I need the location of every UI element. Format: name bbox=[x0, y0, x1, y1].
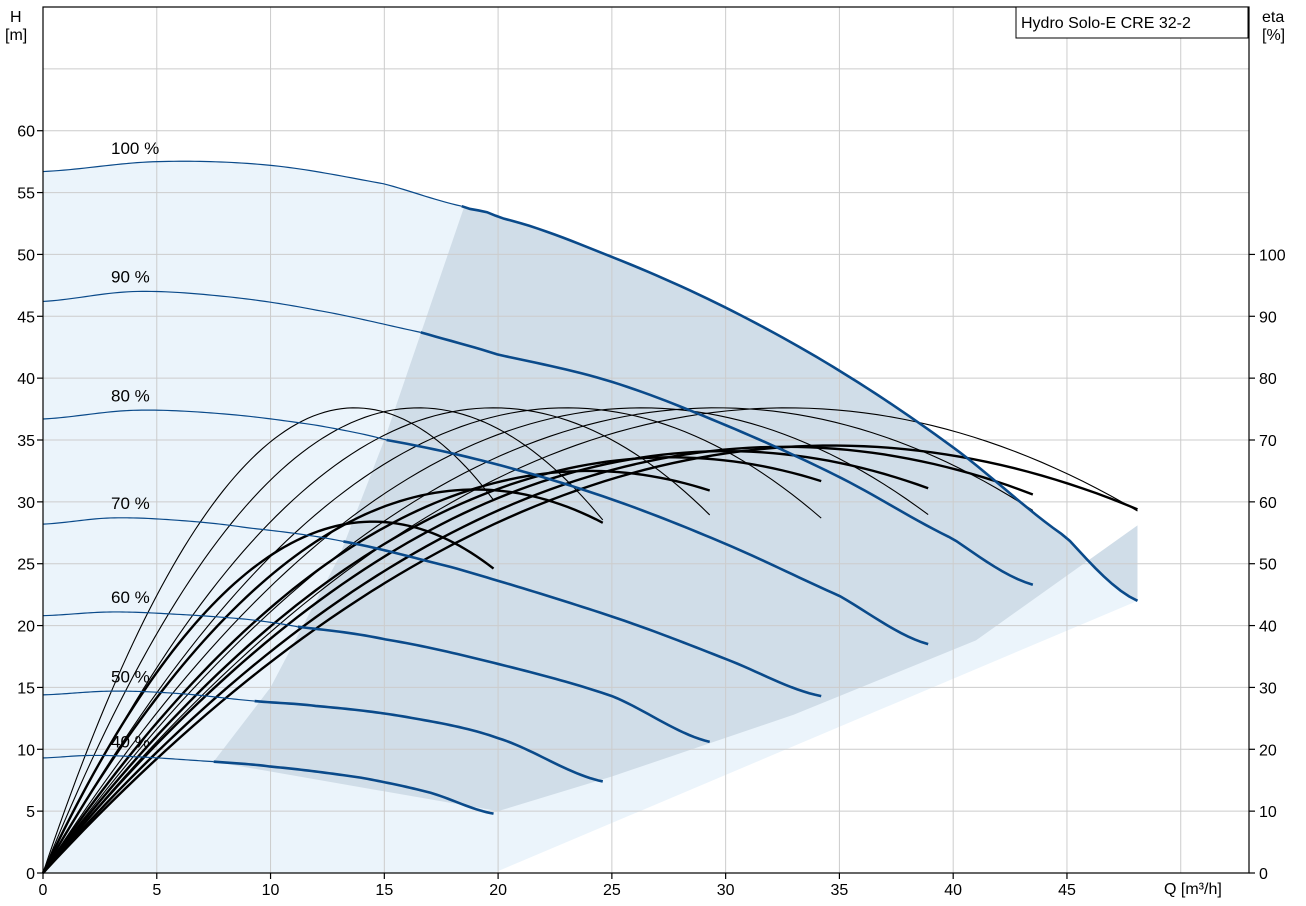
y-tick-label-left: 30 bbox=[17, 495, 35, 512]
y-tick-label-left: 10 bbox=[17, 742, 35, 759]
head-curve-60-thin bbox=[42, 611, 298, 628]
x-tick-label: 0 bbox=[39, 882, 48, 899]
y-tick-label-left: 5 bbox=[26, 804, 35, 821]
y-tick-label-right: 0 bbox=[1259, 866, 1268, 883]
head-curve-90-operating bbox=[420, 331, 1034, 586]
head-curve-50-thin bbox=[42, 690, 255, 702]
y-tick-label-left: 45 bbox=[17, 309, 35, 326]
x-tick-label: 45 bbox=[1058, 882, 1076, 899]
efficiency-curve-operating bbox=[41, 520, 495, 874]
efficiency-curve-operating bbox=[42, 449, 929, 874]
y-tick-label-left: 20 bbox=[17, 619, 35, 636]
efficiency-curve-operating bbox=[42, 445, 1034, 874]
y-tick-label-right: 20 bbox=[1259, 742, 1277, 759]
y-tick-label-left: 35 bbox=[17, 433, 35, 450]
head-curve-60-operating bbox=[297, 625, 711, 744]
y-tick-label-left: 55 bbox=[17, 186, 35, 203]
efficiency-curve bbox=[42, 407, 1034, 874]
speed-label: 100 % bbox=[111, 139, 159, 158]
y-axis-left-unit: [m] bbox=[5, 27, 27, 44]
y-tick-label-right: 60 bbox=[1259, 495, 1277, 512]
y-tick-label-left: 60 bbox=[17, 124, 35, 141]
y-axis-right-symbol: eta bbox=[1262, 9, 1284, 26]
y-axis-left-title: H [m] bbox=[5, 9, 27, 44]
axes: 0 5 10 15 20 25 30 35 40 45 0 5 10 15 20 25 30 35 40 45 50 55… bbox=[17, 6, 1286, 899]
speed-label: 80 % bbox=[111, 386, 150, 405]
y-tick-label-right: 10 bbox=[1259, 804, 1277, 821]
y-tick-label-right: 50 bbox=[1259, 557, 1277, 574]
efficiency-curve bbox=[42, 407, 711, 874]
y-axis-left-symbol: H bbox=[10, 9, 22, 26]
x-tick-label: 35 bbox=[831, 882, 849, 899]
y-tick-label-right: 70 bbox=[1259, 433, 1277, 450]
head-curves: 100 % 90 % 80 % 70 % 60 % 50 % 40 % bbox=[42, 139, 1139, 815]
y-tick-label-left: 0 bbox=[26, 866, 35, 883]
x-axis-title: Q [m³/h] bbox=[1164, 881, 1222, 898]
x-tick-label: 25 bbox=[603, 882, 621, 899]
chart-title: Hydro Solo-E CRE 32-2 bbox=[1021, 15, 1191, 32]
efficiency-curve bbox=[42, 407, 494, 874]
chart-title-box: Hydro Solo-E CRE 32-2 bbox=[1015, 6, 1249, 39]
head-curve-80-thin bbox=[42, 409, 387, 441]
efficiency-curve-operating bbox=[42, 469, 711, 874]
y-tick-label-right: 80 bbox=[1259, 371, 1277, 388]
head-curve-70-thin bbox=[42, 517, 344, 543]
head-curve-100-operating bbox=[461, 204, 1139, 602]
y-tick-label-left: 25 bbox=[17, 557, 35, 574]
head-curve-90-thin bbox=[42, 290, 421, 333]
y-axis-right-unit: [%] bbox=[1262, 27, 1285, 44]
x-tick-label: 5 bbox=[152, 882, 161, 899]
title-box-frame bbox=[1015, 6, 1249, 39]
head-curve-40-operating bbox=[213, 760, 494, 815]
y-tick-label-right: 40 bbox=[1259, 619, 1277, 636]
y-tick-label-left: 15 bbox=[17, 680, 35, 697]
efficiency-curve bbox=[42, 407, 604, 874]
x-tick-label: 15 bbox=[375, 882, 393, 899]
speed-label: 50 % bbox=[111, 667, 150, 686]
speed-label: 90 % bbox=[111, 268, 150, 287]
efficiency-curve bbox=[42, 407, 929, 874]
x-tick-label: 10 bbox=[262, 882, 280, 899]
x-tick-label: 40 bbox=[944, 882, 962, 899]
speed-label: 70 % bbox=[111, 494, 150, 513]
x-tick-label: 30 bbox=[717, 882, 735, 899]
y-axis-right-title: eta [%] bbox=[1262, 9, 1285, 44]
head-curve-100-thin bbox=[42, 160, 462, 207]
y-tick-label-left: 40 bbox=[17, 371, 35, 388]
efficiency-curve-operating bbox=[42, 456, 822, 874]
head-curve-50-operating bbox=[254, 699, 604, 783]
efficiency-curve bbox=[42, 407, 1138, 874]
efficiency-curve bbox=[42, 407, 822, 874]
speed-label: 40 % bbox=[111, 733, 150, 752]
y-tick-label-right: 30 bbox=[1259, 680, 1277, 697]
x-tick-label: 20 bbox=[489, 882, 507, 899]
speed-label: 60 % bbox=[111, 588, 150, 607]
head-curve-70-operating bbox=[343, 540, 822, 698]
head-curve-40-thin bbox=[42, 754, 214, 763]
operating-area bbox=[213, 206, 1138, 812]
y-tick-label-left: 50 bbox=[17, 247, 35, 264]
y-tick-label-right: 90 bbox=[1259, 309, 1277, 326]
head-curve-80-operating bbox=[386, 438, 929, 646]
y-tick-label-right: 100 bbox=[1259, 247, 1286, 264]
